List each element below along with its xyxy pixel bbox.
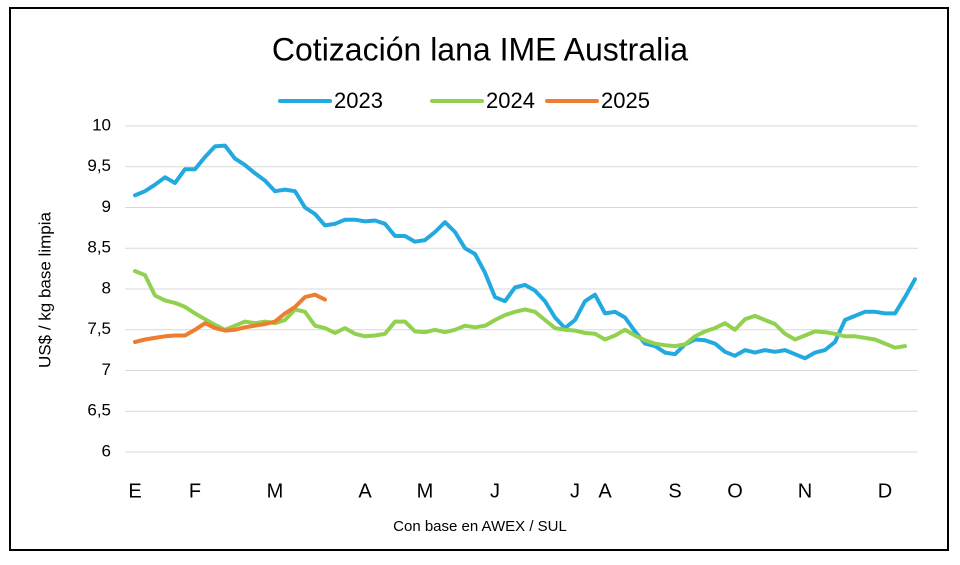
chart-border [9, 7, 949, 551]
legend-label: 2024 [486, 88, 535, 113]
x-tick-label: O [727, 480, 743, 502]
x-tick-label: S [668, 480, 681, 502]
y-tick-label: 8 [102, 278, 111, 297]
x-tick-label: J [490, 480, 500, 502]
legend-label: 2025 [601, 88, 650, 113]
y-tick-label: 10 [92, 115, 111, 134]
y-axis-label: US$ / kg base limpia [35, 212, 54, 368]
series-line [133, 269, 907, 350]
x-tick-label: F [189, 480, 201, 502]
y-tick-label: 6 [102, 441, 111, 460]
x-axis-label: Con base en AWEX / SUL [393, 518, 567, 535]
y-tick-label: 7 [102, 360, 111, 379]
y-tick-label: 9 [102, 197, 111, 216]
x-tick-label: D [878, 480, 892, 502]
y-tick-label: 6,5 [87, 401, 111, 420]
y-tick-label: 8,5 [87, 238, 111, 257]
x-tick-label: N [798, 480, 812, 502]
series-line [133, 143, 917, 361]
x-tick-label: J [570, 480, 580, 502]
x-tick-label: A [358, 480, 372, 502]
y-tick-label: 9,5 [87, 156, 111, 175]
x-tick-label: M [267, 480, 284, 502]
chart-title: Cotización lana IME Australia [272, 31, 688, 67]
x-tick-label: E [128, 480, 141, 502]
series-line [133, 292, 327, 344]
legend-label: 2023 [334, 88, 383, 113]
x-tick-label: A [598, 480, 612, 502]
x-tick-label: M [417, 480, 434, 502]
y-tick-label: 7,5 [87, 319, 111, 338]
